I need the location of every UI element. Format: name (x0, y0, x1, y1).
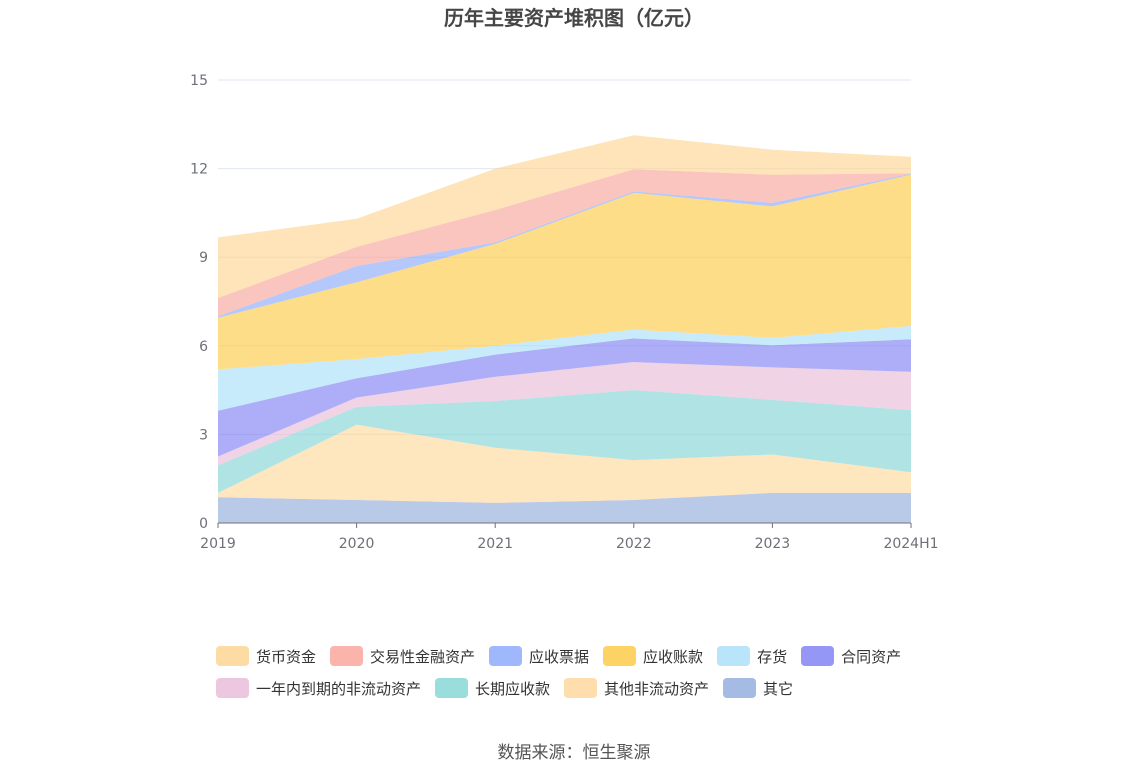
legend-label: 合同资产 (841, 647, 902, 666)
legend-item[interactable]: 应收票据 (489, 646, 589, 667)
legend-swatch (717, 646, 751, 666)
legend-item[interactable]: 长期应收款 (435, 678, 550, 699)
x-tick-label: 2021 (477, 536, 513, 552)
legend-label: 存货 (757, 647, 788, 666)
legend-swatch (435, 678, 469, 698)
legend-swatch (489, 646, 523, 666)
area-series-6[interactable] (218, 174, 911, 370)
legend-swatch (603, 646, 637, 666)
y-tick-label: 3 (199, 427, 208, 443)
legend-swatch (801, 646, 835, 666)
legend-swatch (564, 678, 598, 698)
area-series-1[interactable] (218, 424, 911, 503)
x-tick-label: 2024H1 (883, 536, 938, 552)
legend-item[interactable]: 交易性金融资产 (330, 646, 475, 667)
legend-label: 其它 (763, 679, 794, 698)
legend-item[interactable]: 存货 (717, 646, 787, 667)
legend-swatch (330, 646, 364, 666)
legend-label: 应收票据 (529, 647, 590, 666)
stacked-area-chart: 0 3 6 9 12 15 2019 2020 2021 2022 2023 2024H1 (190, 73, 938, 552)
area-series-0[interactable] (218, 492, 911, 523)
area-series-4[interactable] (218, 338, 911, 457)
legend-swatch (723, 678, 757, 698)
legend-item[interactable]: 一年内到期的非流动资产 (216, 678, 421, 699)
axes: 0 3 6 9 12 15 2019 2020 2021 2022 2023 2024H1 (190, 73, 938, 552)
x-tick-label: 2022 (616, 536, 652, 552)
legend-row-2: 一年内到期的非流动资产 长期应收款 其他非流动资产 其它 (216, 672, 976, 704)
y-tick-label: 12 (190, 162, 208, 178)
legend-item[interactable]: 合同资产 (801, 646, 901, 667)
legend-label: 交易性金融资产 (370, 647, 476, 666)
x-tick-label: 2020 (339, 536, 375, 552)
y-tick-label: 15 (190, 73, 208, 89)
y-tick-label: 9 (199, 250, 208, 266)
legend-swatch (216, 646, 249, 666)
area-series-8[interactable] (218, 169, 911, 317)
area-series-2[interactable] (218, 390, 911, 493)
legend-item[interactable]: 货币资金 (216, 646, 316, 667)
area-series-5[interactable] (218, 326, 911, 411)
chart-title: 历年主要资产堆积图（亿元） (444, 6, 704, 30)
legend: 货币资金 交易性金融资产 应收票据 应收账款 存货 合同资产 一年内到期的非流动资产 长期应… (216, 640, 976, 704)
legend-label: 应收账款 (643, 647, 704, 666)
y-tick-label: 0 (199, 516, 208, 532)
source-note: 数据来源：恒生聚源 (497, 743, 651, 763)
area-series (218, 135, 911, 523)
legend-item[interactable]: 其他非流动资产 (564, 678, 709, 699)
x-tick-label: 2019 (200, 536, 236, 552)
area-series-9[interactable] (218, 135, 911, 298)
legend-item[interactable]: 应收账款 (603, 646, 703, 667)
legend-swatch (216, 678, 249, 698)
legend-label: 其他非流动资产 (604, 679, 710, 698)
legend-label: 长期应收款 (475, 679, 551, 698)
legend-item[interactable]: 其它 (723, 678, 793, 699)
legend-label: 货币资金 (256, 647, 317, 666)
legend-label: 一年内到期的非流动资产 (256, 679, 422, 698)
y-tick-label: 6 (199, 339, 208, 355)
legend-row-1: 货币资金 交易性金融资产 应收票据 应收账款 存货 合同资产 (216, 640, 976, 672)
x-tick-label: 2023 (755, 536, 791, 552)
area-series-3[interactable] (218, 362, 911, 466)
